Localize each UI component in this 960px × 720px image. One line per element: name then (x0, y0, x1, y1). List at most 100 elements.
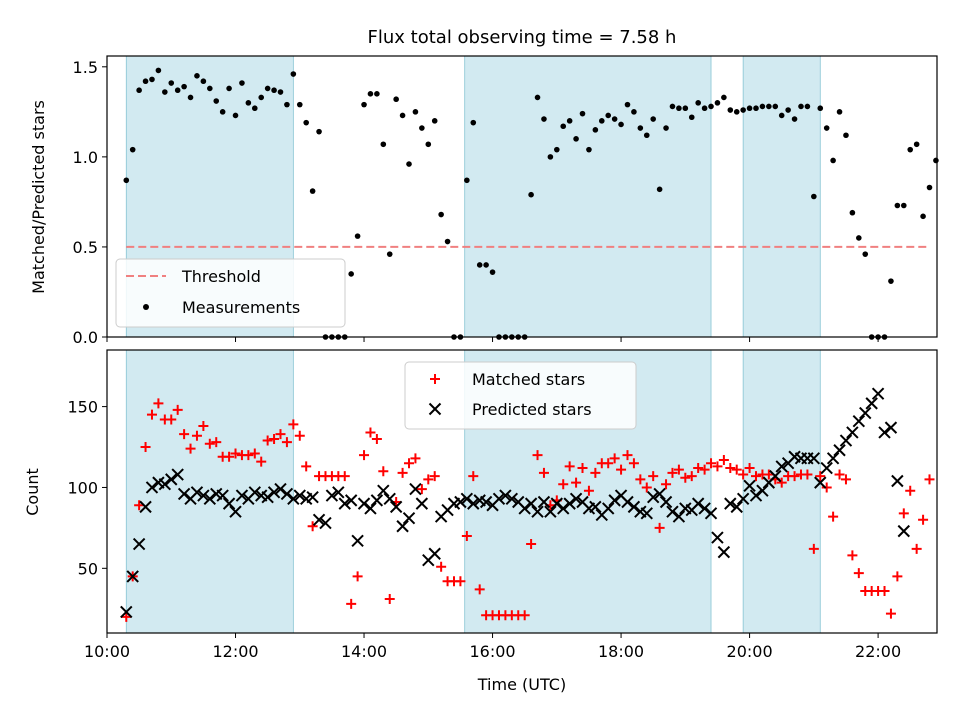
measurement-point (920, 213, 926, 220)
matched-star-point (924, 474, 935, 485)
x-tick-label: 20:00 (727, 642, 773, 661)
matched-star-point (853, 568, 864, 579)
matched-star-point (416, 484, 427, 495)
predicted-star-point (557, 502, 570, 515)
matched-star-point (397, 467, 408, 478)
predicted-star-point (807, 452, 821, 465)
predicted-star-point (261, 490, 274, 504)
predicted-star-point (569, 492, 583, 505)
predicted-star-point (550, 497, 564, 510)
measurement-point (727, 107, 734, 113)
predicted-star-point (492, 492, 506, 505)
matched-star-point (667, 467, 678, 478)
measurement-point (624, 101, 631, 108)
predicted-star-point (319, 516, 332, 530)
matched-star-point (307, 521, 318, 532)
predicted-star-point (370, 494, 384, 507)
measurement-point (650, 116, 656, 122)
predicted-star-point (171, 468, 184, 481)
predicted-star-point (216, 489, 229, 502)
measurement-point (393, 96, 399, 103)
x-tick-label: 12:00 (212, 642, 258, 661)
predicted-star-point (120, 605, 133, 619)
predicted-star-point (691, 497, 705, 510)
matched-star-point (198, 421, 209, 432)
matched-star-point (693, 463, 704, 474)
measurement-point (406, 161, 412, 167)
measurement-point (766, 103, 772, 110)
matched-star-point (538, 467, 549, 478)
predicted-star-point (878, 426, 891, 439)
matched-star-point (558, 479, 569, 490)
measurement-point (142, 78, 149, 85)
matched-star-point (763, 469, 774, 480)
y-tick-label: 0.0 (73, 328, 98, 347)
measurement-point (123, 177, 130, 184)
measurement-point (669, 103, 676, 110)
measurement-point (200, 78, 207, 85)
matched-star-point (603, 458, 614, 469)
matched-star-point (281, 437, 292, 448)
predicted-star-point (505, 492, 519, 505)
measurement-point (470, 119, 477, 126)
measurement-point (579, 110, 586, 117)
predicted-star-point (865, 397, 878, 410)
y-tick-label: 1.5 (73, 58, 98, 77)
predicted-star-point (653, 487, 666, 501)
matched-star-point (275, 429, 286, 440)
predicted-star-point (383, 492, 396, 505)
matched-star-point (249, 448, 260, 459)
predicted-star-point (409, 482, 422, 496)
matched-star-point (635, 474, 646, 485)
predicted-star-point (672, 510, 686, 523)
predicted-star-point (826, 452, 840, 465)
matched-star-point (577, 463, 588, 474)
measurement-point (464, 177, 470, 184)
measurement-point (586, 146, 592, 153)
measurement-point (933, 157, 939, 164)
predicted-star-point (364, 502, 377, 515)
measurement-point (277, 89, 284, 95)
matched-star-point (365, 427, 376, 438)
predicted-star-point (396, 520, 409, 533)
predicted-star-point (711, 531, 724, 544)
legend-measurements-label: Measurements (182, 298, 300, 317)
measurement-point (759, 103, 766, 110)
matched-star-point (404, 458, 415, 469)
matched-star-point (532, 450, 543, 461)
predicted-star-point (274, 482, 287, 496)
measurement-point (412, 109, 419, 115)
measurement-point (547, 154, 554, 160)
matched-star-point (526, 539, 537, 550)
matched-star-point (789, 471, 800, 482)
matched-star-point (821, 482, 832, 493)
measurement-point (541, 116, 547, 122)
measurement-point (386, 251, 393, 257)
measurement-point (354, 233, 361, 239)
matched-star-point (879, 585, 890, 596)
matched-star-point (706, 458, 717, 469)
predicted-star-point (756, 484, 769, 497)
measurement-point (733, 109, 740, 115)
matched-star-point (731, 464, 742, 475)
predicted-star-point (312, 513, 326, 527)
legend-threshold-label: Threshold (181, 267, 261, 286)
measurement-point (907, 146, 914, 153)
top-legend: Threshold Measurements (115, 258, 346, 328)
matched-star-point (828, 511, 839, 522)
matched-star-point (301, 461, 312, 472)
matched-star-point (455, 576, 466, 587)
matched-star-point (622, 450, 633, 461)
matched-star-point (436, 561, 447, 572)
measurement-point (438, 211, 444, 218)
axes-frame (106, 55, 938, 338)
predicted-star-point (884, 421, 898, 434)
top-y-axis-label: Matched/Predicted stars (29, 100, 48, 294)
measurement-point (554, 146, 560, 153)
predicted-star-point (859, 406, 872, 420)
measurement-point (232, 112, 239, 119)
matched-star-point (423, 474, 434, 485)
x-tick-label: 14:00 (341, 642, 387, 661)
measurement-point (444, 238, 451, 245)
predicted-star-point (415, 497, 429, 510)
